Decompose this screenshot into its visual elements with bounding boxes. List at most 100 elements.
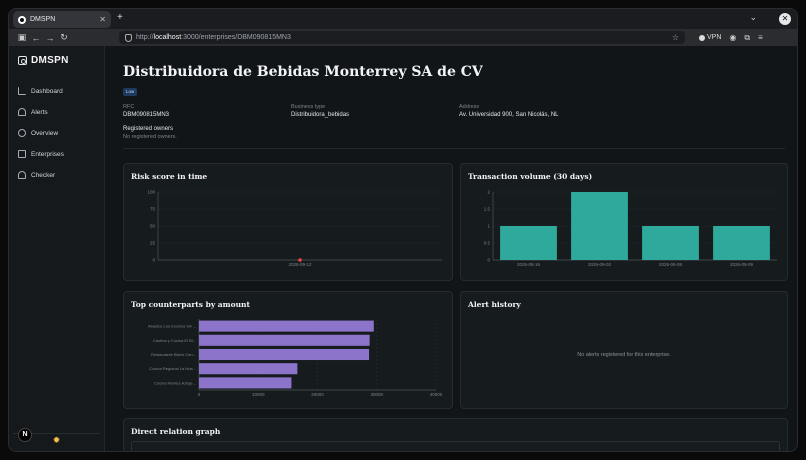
rfc-label: RFC [123, 104, 135, 110]
y-tick-label: 1 [487, 224, 490, 229]
tab-close-icon[interactable]: ✕ [99, 15, 106, 24]
sidebar-item-label: Overview [31, 129, 59, 137]
sidebar-item-label: Checker [31, 171, 56, 179]
bar [500, 226, 557, 260]
address-label: Address [459, 104, 480, 110]
sidebar-toggle-icon[interactable]: ▣ [17, 32, 27, 42]
transaction-volume-card: Transaction volume (30 days) 0 0.5 1 1.5 2 20… [460, 163, 788, 281]
bar [642, 226, 699, 260]
sidebar-item-overview[interactable]: Overview [9, 123, 104, 143]
y-tick-label: 0 [152, 258, 155, 263]
y-tick-label: 75 [150, 207, 156, 212]
sidebar-item-alerts[interactable]: Alerts [9, 102, 104, 122]
counterparts-card: Top counterparts by amount 0 10000 20000 30… [123, 291, 453, 409]
counterparts-title: Top counterparts by amount [131, 300, 250, 309]
owners-empty: No registered owners. [123, 134, 177, 140]
y-tick-label: 1.5 [484, 207, 491, 212]
divider [123, 148, 785, 149]
window-close-icon[interactable]: ✕ [779, 13, 791, 25]
menu-icon[interactable]: ≡ [758, 33, 763, 42]
browser-tab[interactable]: DMSPN ✕ [13, 11, 111, 28]
x-tick-label: 2026-09-09 [730, 262, 754, 267]
browser-toolbar: ▣ ← → ↻ http://localhost:3000/enterprise… [9, 29, 797, 46]
vpn-button[interactable]: VPN [699, 34, 721, 41]
bar [713, 226, 770, 260]
y-tick-label: 0 [487, 258, 490, 263]
address-value: Av. Universidad 900, San Nicolás, NL [459, 112, 559, 118]
url-path: :3000/enterprises/DBM090815MN3 [181, 34, 291, 41]
relation-graph-canvas[interactable] [131, 441, 780, 451]
forward-icon[interactable]: → [45, 32, 55, 43]
tab-title: DMSPN [30, 16, 56, 23]
x-tick-label: 2026-09-02 [588, 262, 612, 267]
risk-score-title: Risk score in time [131, 172, 208, 181]
y-tick-label: Restaurante Bistró Cen... [151, 352, 196, 357]
alert-history-card: Alert history No alerts registered for t… [460, 291, 788, 409]
sidebar-item-dashboard[interactable]: Dashboard [9, 81, 104, 101]
reload-icon[interactable]: ↻ [60, 32, 68, 42]
x-tick-label: 2026-08-16 [517, 262, 541, 267]
transaction-volume-title: Transaction volume (30 days) [468, 172, 593, 181]
risk-score-card: Risk score in time 0 25 50 75 100 2026-09-12 [123, 163, 453, 281]
shield-icon [125, 33, 132, 42]
sidebar: DMSPN Dashboard Alerts Overview Enterpr [9, 46, 105, 451]
y-tick-label: 50 [150, 224, 156, 229]
shield-check-icon [18, 171, 26, 179]
x-tick-label: 10000 [252, 392, 265, 397]
bar [199, 363, 298, 375]
bookmark-star-icon[interactable]: ☆ [671, 33, 679, 42]
bar [571, 192, 628, 260]
y-tick-label: Abastos Los Encinos SA ... [148, 324, 196, 329]
vpn-icon [699, 34, 705, 41]
tab-bar: DMSPN ✕ + ⌄ ✕ [9, 9, 797, 29]
vpn-label: VPN [707, 34, 722, 41]
y-tick-label: 2 [487, 190, 490, 195]
bar [199, 377, 292, 389]
data-point [298, 258, 302, 262]
url-host: localhost [153, 34, 182, 41]
y-tick-label: Cocina Montes Azteje... [154, 380, 196, 385]
business-type-value: Distribuidora_bebidas [291, 112, 350, 118]
theme-toggle[interactable]: ✹ [13, 433, 100, 447]
logo-icon [18, 56, 27, 65]
chevron-down-icon[interactable]: ⌄ [749, 12, 757, 22]
building-icon [18, 150, 26, 158]
x-tick-label: 2026-09-12 [288, 262, 312, 267]
x-tick-label: 0 [198, 392, 201, 397]
bell-icon [18, 108, 26, 116]
url-prefix: http:// [136, 34, 154, 41]
chart-line-icon [18, 87, 26, 95]
page-title: Distribuidora de Bebidas Monterrey SA de… [123, 64, 483, 80]
back-icon[interactable]: ← [31, 32, 41, 43]
sun-icon: ✹ [52, 435, 61, 445]
y-tick-label: 0.5 [484, 241, 491, 246]
y-tick-label: 25 [150, 241, 156, 246]
address-bar[interactable]: http://localhost:3000/enterprises/DBM090… [119, 31, 685, 44]
bar [199, 320, 374, 332]
main-content: Distribuidora de Bebidas Monterrey SA de… [105, 46, 797, 451]
sidebar-item-checker[interactable]: Checker [9, 165, 104, 185]
sidebar-item-label: Enterprises [31, 150, 64, 158]
sidebar-item-enterprises[interactable]: Enterprises [9, 144, 104, 164]
new-tab-icon[interactable]: + [117, 12, 123, 23]
account-icon[interactable]: ◉ [729, 33, 737, 42]
bar [199, 334, 370, 346]
owners-section: Registered owners No registered owners. [123, 126, 785, 140]
brand[interactable]: DMSPN [9, 46, 104, 75]
browser-window: DMSPN ✕ + ⌄ ✕ ▣ ← → ↻ http://localhost:3… [8, 8, 798, 452]
next-dev-badge[interactable]: N [18, 428, 32, 442]
risk-score-chart: 0 25 50 75 100 2026-09-12 [147, 190, 442, 267]
relation-graph-title: Direct relation graph [131, 427, 221, 436]
transaction-volume-chart: 0 0.5 1 1.5 2 2026-08-16 2026-09-02 2026-09-08 2… [484, 190, 777, 267]
extensions-icon[interactable]: ⧉ [744, 32, 751, 42]
alerts-empty: No alerts registered for this enterprise… [577, 352, 671, 358]
risk-badge: Low [123, 87, 138, 96]
y-tick-label: 100 [147, 190, 155, 195]
sidebar-item-label: Alerts [31, 108, 48, 116]
y-tick-label: Cantina y Cocina El Bi... [153, 338, 196, 343]
bar [199, 348, 370, 361]
enterprise-info: RFC DBM090815MN3 Business type Distribui… [123, 104, 785, 118]
hexagon-icon [18, 129, 26, 137]
y-tick-label: Cocina Regional La Hua... [149, 366, 196, 371]
rfc-value: DBM090815MN3 [123, 112, 170, 118]
